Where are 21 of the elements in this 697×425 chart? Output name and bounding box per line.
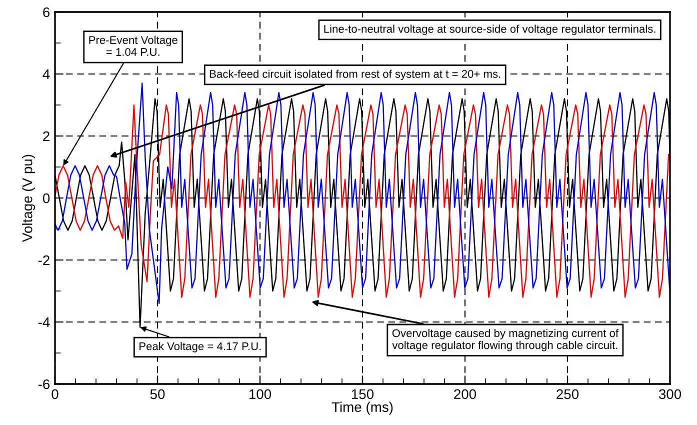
y-tick-label: 2: [43, 131, 50, 142]
y-tick-label: 6: [43, 7, 50, 18]
annotation: Line-to-neutral voltage at source-side of voltage regulator terminals.: [324, 24, 656, 36]
annotation: Back-feed circuit isolated from rest of system at t = 20+ ms.: [210, 70, 500, 80]
x-tick-label: 0: [52, 389, 58, 400]
x-tick-label: 100: [249, 389, 272, 400]
annotation: Overvoltage caused by magnetizing current of voltage regulator flowing through cable circuit.: [392, 328, 619, 352]
x-axis-title: Time (ms): [332, 402, 393, 415]
y-tick-label: -2: [38, 255, 50, 266]
x-tick-label: 200: [454, 389, 476, 400]
x-tick-label: 300: [658, 389, 682, 400]
y-tick-label: -6: [38, 379, 50, 390]
x-tick-label: 50: [150, 389, 165, 400]
y-tick-label: 4: [42, 69, 50, 80]
y-tick-label: -4: [38, 317, 50, 328]
y-tick-label: 0: [42, 193, 50, 204]
x-tick-label: 250: [556, 389, 579, 400]
annotation: Peak Voltage = 4.17 P.U.: [140, 342, 261, 352]
annotation: Pre-Event Voltage = 1.04 P.U.: [89, 36, 178, 56]
y-axis-title: Voltage (V pu): [22, 154, 36, 242]
x-tick-label: 150: [352, 389, 374, 400]
